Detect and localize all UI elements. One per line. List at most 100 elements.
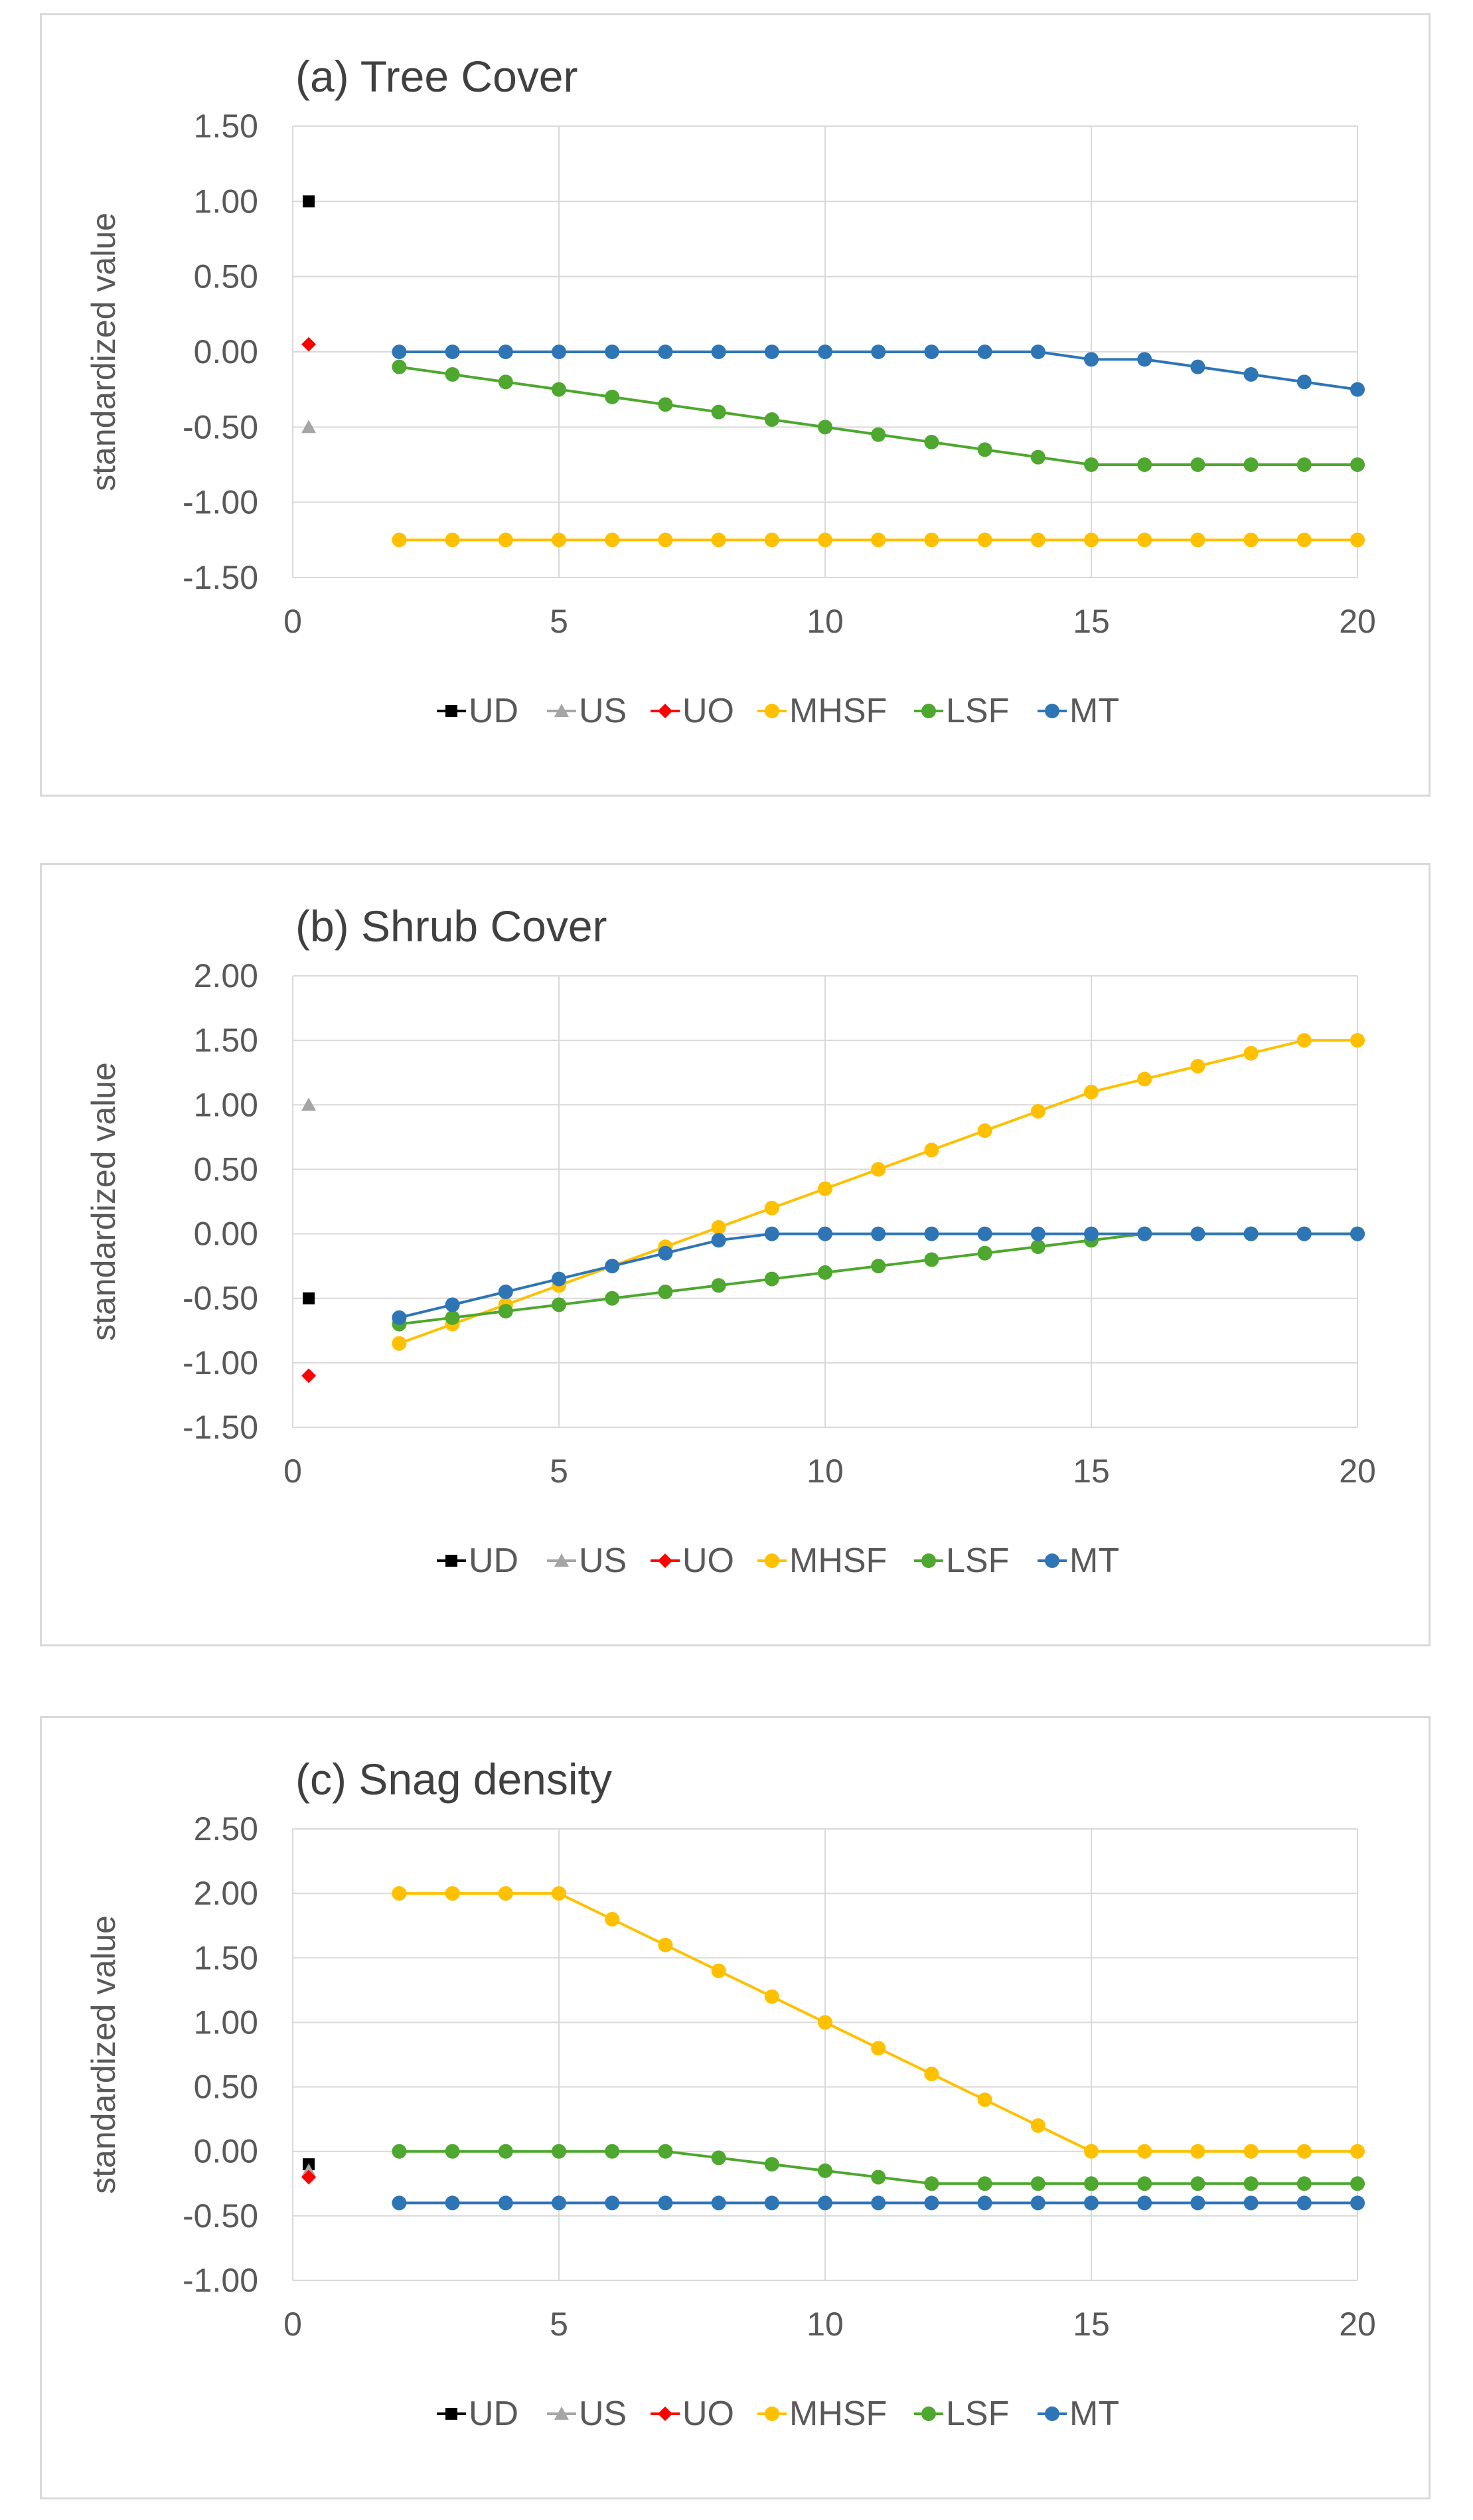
data-point-mt xyxy=(1296,374,1312,390)
data-point-mhsf xyxy=(711,1963,726,1978)
data-point-lsf xyxy=(871,2169,886,2185)
data-point-lsf xyxy=(392,2144,407,2159)
legend-label: MHSF xyxy=(789,692,887,730)
legend-label: UO xyxy=(682,1541,734,1580)
y-tick-label: 0.00 xyxy=(194,333,258,370)
series-mhsf xyxy=(392,532,1365,548)
legend-item-ud: UD xyxy=(437,1541,518,1580)
shrub-cover-chart: (b) Shrub Cover 2.00 1.50 1.00 0.50 0.00 -0.50… xyxy=(85,902,1376,1580)
legend-label: UD xyxy=(469,1541,518,1580)
x-tick-label: 0 xyxy=(283,2306,302,2343)
data-point-lsf xyxy=(1243,2176,1259,2191)
data-point-lsf xyxy=(1030,449,1046,465)
data-point-mt xyxy=(392,1310,407,1325)
data-point-mt xyxy=(924,345,939,359)
x-tick-label: 15 xyxy=(1073,1453,1110,1490)
data-point-lsf xyxy=(1030,2176,1046,2191)
data-point-lsf xyxy=(818,2163,832,2178)
data-point-mhsf xyxy=(764,1200,779,1216)
x-tick-label: 20 xyxy=(1339,2306,1376,2343)
data-point-mhsf xyxy=(711,1220,726,1235)
y-tick-label: 0.00 xyxy=(194,2133,258,2170)
data-point-mhsf xyxy=(605,1912,620,1927)
data-point-lsf xyxy=(1030,1239,1046,1254)
data-point-mhsf xyxy=(1084,532,1099,548)
legend-item-lsf: LSF xyxy=(914,2395,1009,2433)
data-point-mhsf xyxy=(1243,2144,1259,2159)
y-tick-label: -0.50 xyxy=(183,2197,258,2235)
data-point-lsf xyxy=(977,1245,992,1261)
y-tick-label: -0.50 xyxy=(183,408,258,445)
data-point-mt xyxy=(764,1226,779,1241)
data-point-lsf xyxy=(392,359,407,374)
data-point-lsf xyxy=(1350,2176,1365,2191)
data-point-mhsf xyxy=(1137,1071,1152,1087)
y-tick-label: 2.50 xyxy=(194,1810,258,1848)
legend-item-uo: UO xyxy=(651,692,734,730)
series-lsf xyxy=(392,2144,1365,2191)
legend-marker xyxy=(658,2406,672,2421)
data-point-lsf xyxy=(1243,457,1259,472)
legend-label: LSF xyxy=(946,1541,1009,1580)
legend-item-us: US xyxy=(547,1541,627,1580)
data-point-mt xyxy=(977,2195,992,2211)
x-tick-label: 5 xyxy=(550,2306,568,2343)
data-point-lsf xyxy=(445,2144,460,2159)
legend-item-lsf: LSF xyxy=(914,1541,1009,1580)
data-point-mt xyxy=(605,345,620,359)
y-tick-label: -1.00 xyxy=(183,484,258,521)
y-tick-label: 0.00 xyxy=(194,1216,258,1253)
data-point-lsf xyxy=(1190,457,1205,472)
data-point-lsf xyxy=(1084,457,1099,472)
legend-item-mt: MT xyxy=(1038,692,1119,730)
data-point-mt xyxy=(871,2195,886,2211)
data-point-mt xyxy=(764,2195,779,2211)
data-point-mt xyxy=(1190,1226,1205,1241)
data-point-mhsf xyxy=(1296,1033,1312,1048)
legend-label: MT xyxy=(1069,1541,1119,1580)
data-point-lsf xyxy=(924,1252,939,1267)
legend-marker xyxy=(658,1553,672,1568)
data-point-lsf xyxy=(1137,457,1152,472)
data-point-lsf xyxy=(1296,2176,1312,2191)
data-point-mt xyxy=(924,1226,939,1241)
data-point-mt xyxy=(552,345,566,359)
y-tick-label: 1.00 xyxy=(194,1086,258,1123)
data-point-mt xyxy=(711,345,726,359)
data-point-mt xyxy=(1084,2195,1099,2211)
tree-cover-chart: (a) Tree Cover 1.50 1.00 0.50 0.00 -0.50 -1.00… xyxy=(85,52,1376,730)
series-ud xyxy=(303,195,315,208)
data-point-mhsf xyxy=(764,1989,779,2004)
x-tick-label: 20 xyxy=(1339,1453,1376,1490)
data-point-lsf xyxy=(658,397,673,412)
data-point-mt xyxy=(1243,367,1259,382)
data-point-ud xyxy=(303,195,315,208)
data-point-mt xyxy=(1030,2195,1046,2211)
data-point-us xyxy=(301,1097,317,1111)
data-point-mt xyxy=(1137,1226,1152,1241)
data-point-mt xyxy=(977,1226,992,1241)
data-point-mt xyxy=(871,345,886,359)
legend-label: MHSF xyxy=(789,2395,887,2433)
legend: UD US UO MHSF LSF MT xyxy=(437,692,1119,730)
data-point-mt xyxy=(1030,1226,1046,1241)
series-mhsf xyxy=(392,1033,1365,1351)
data-point-us xyxy=(301,420,317,433)
data-point-mt xyxy=(658,345,673,359)
x-tick-label: 0 xyxy=(283,603,302,640)
gridlines xyxy=(292,975,1358,1428)
chart-panel-tree-cover: (a) Tree Cover 1.50 1.00 0.50 0.00 -0.50 -1.00… xyxy=(40,13,1431,797)
data-point-mt xyxy=(1350,382,1365,397)
data-point-lsf xyxy=(924,2176,939,2191)
legend-label: MT xyxy=(1069,692,1119,730)
data-point-mt xyxy=(1296,2195,1312,2211)
data-point-lsf xyxy=(764,412,779,427)
series-mt xyxy=(392,345,1365,397)
y-tick-label: 1.00 xyxy=(194,183,258,220)
data-point-mhsf xyxy=(498,532,513,548)
legend-marker xyxy=(658,704,672,718)
series-us xyxy=(301,420,317,433)
data-point-lsf xyxy=(498,374,513,390)
chart-title: (b) Shrub Cover xyxy=(295,902,607,951)
data-point-mhsf xyxy=(1084,1084,1099,1099)
